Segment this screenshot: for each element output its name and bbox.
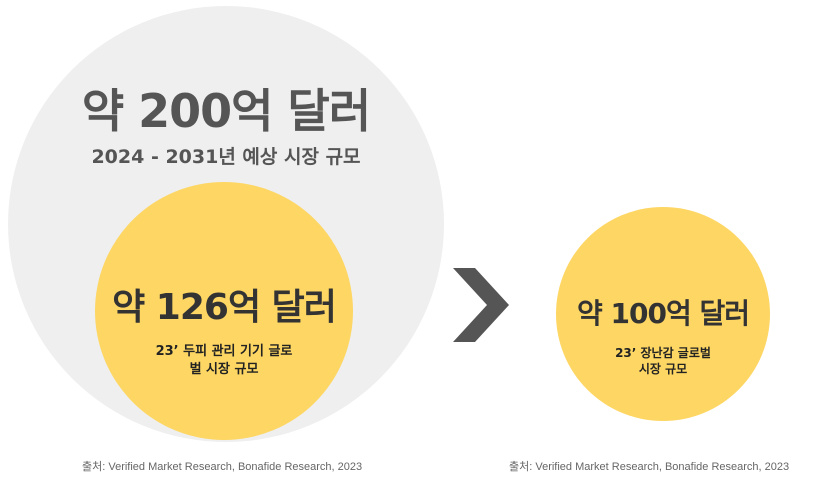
forecast-value: 약 200억 달러 — [81, 84, 371, 138]
head-care-label: 23’ 두피 관리 기기 글로 벌 시장 규모 — [140, 343, 308, 379]
head-care-circle — [95, 182, 353, 440]
greater-than-icon — [453, 268, 509, 342]
forecast-label: 2024 - 2031년 예상 시장 규모 — [91, 146, 361, 168]
source-note-right: 출처: Verified Market Research, Bonafide R… — [509, 461, 790, 473]
head-care-label-line2: 벌 시장 규모 — [189, 362, 259, 377]
head-care-label-line1: 23’ 두피 관리 기기 글로 — [155, 344, 293, 359]
toy-value: 약 100억 달러 — [577, 297, 750, 330]
toy-circle — [556, 207, 770, 421]
source-note-left: 출처: Verified Market Research, Bonafide R… — [82, 461, 363, 473]
head-care-value: 약 126억 달러 — [112, 287, 337, 328]
toy-label: 23’ 장난감 글로벌 시장 규모 — [600, 345, 726, 377]
toy-label-line2: 시장 규모 — [638, 362, 688, 376]
toy-label-line1: 23’ 장난감 글로벌 — [615, 346, 711, 360]
